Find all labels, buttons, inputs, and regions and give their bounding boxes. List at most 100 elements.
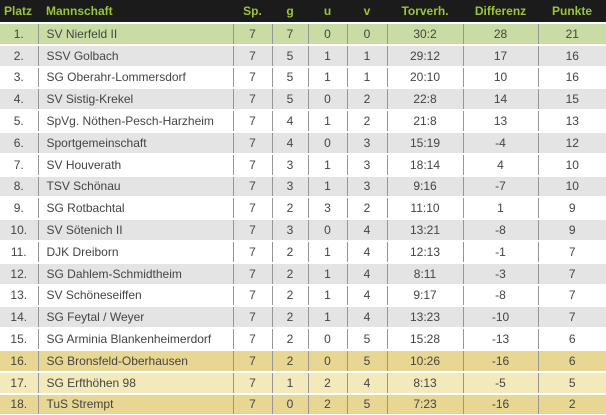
table-row: 8. TSV Schönau 7 3 1 3 9:16 -7 10 <box>0 174 606 198</box>
cell-differenz: -1 <box>463 239 539 263</box>
table-row: 3. SG Oberahr-Lommersdorf 7 5 1 1 20:10 10 16 <box>0 65 606 89</box>
cell-u: 1 <box>308 283 348 307</box>
cell-platz: 10. <box>0 218 39 241</box>
cell-punkte: 5 <box>538 370 606 394</box>
cell-sp: 7 <box>233 261 273 285</box>
cell-v: 3 <box>347 174 388 198</box>
cell-sp: 7 <box>233 130 273 154</box>
cell-platz: 12. <box>0 261 39 285</box>
cell-u: 1 <box>308 239 348 263</box>
cell-differenz: -7 <box>463 174 539 198</box>
cell-mannschaft: Sportgemeinschaft <box>38 130 234 154</box>
cell-platz: 15. <box>0 327 39 350</box>
cell-u: 1 <box>308 109 348 132</box>
cell-v: 3 <box>347 152 388 176</box>
cell-differenz: -10 <box>463 305 539 329</box>
cell-v: 5 <box>347 348 388 372</box>
cell-g: 2 <box>272 196 309 220</box>
cell-punkte: 10 <box>538 174 606 198</box>
cell-differenz: -4 <box>463 130 539 154</box>
cell-u: 2 <box>308 392 348 415</box>
cell-sp: 7 <box>233 65 273 89</box>
column-header-punkte: Punkte <box>538 0 606 23</box>
cell-torverh: 13:23 <box>387 305 464 329</box>
cell-sp: 7 <box>233 87 273 111</box>
cell-differenz: -8 <box>463 283 539 307</box>
cell-sp: 7 <box>233 370 273 394</box>
cell-punkte: 10 <box>538 152 606 176</box>
cell-u: 3 <box>308 196 348 220</box>
table-row: 15. SG Arminia Blankenheimerdorf 7 2 0 5 15:28… <box>0 327 606 350</box>
cell-v: 2 <box>347 109 388 132</box>
cell-u: 0 <box>308 130 348 154</box>
cell-sp: 7 <box>233 109 273 132</box>
cell-g: 2 <box>272 327 309 350</box>
table-row: 6. Sportgemeinschaft 7 4 0 3 15:19 -4 12 <box>0 130 606 154</box>
cell-v: 4 <box>347 305 388 329</box>
cell-torverh: 21:8 <box>387 109 464 132</box>
cell-v: 4 <box>347 239 388 263</box>
table-row: 18. TuS Strempt 7 0 2 5 7:23 -16 2 <box>0 392 606 415</box>
cell-punkte: 16 <box>538 43 606 67</box>
cell-sp: 7 <box>233 43 273 67</box>
cell-g: 1 <box>272 370 309 394</box>
cell-g: 3 <box>272 218 309 241</box>
cell-torverh: 15:28 <box>387 327 464 350</box>
table-row: 9. SG Rotbachtal 7 2 3 2 11:10 1 9 <box>0 196 606 220</box>
cell-u: 0 <box>308 348 348 372</box>
table-row: 1. SV Nierfeld II 7 7 0 0 30:2 28 21 <box>0 22 606 45</box>
cell-u: 1 <box>308 305 348 329</box>
header-row: Platz Mannschaft Sp. g u v Torverh. Diff… <box>0 0 606 23</box>
cell-differenz: 13 <box>463 109 539 132</box>
cell-differenz: -16 <box>463 392 539 415</box>
cell-torverh: 9:16 <box>387 174 464 198</box>
cell-platz: 18. <box>0 392 39 415</box>
cell-g: 2 <box>272 283 309 307</box>
cell-punkte: 9 <box>538 196 606 220</box>
cell-punkte: 7 <box>538 261 606 285</box>
cell-punkte: 6 <box>538 348 606 372</box>
cell-g: 2 <box>272 348 309 372</box>
cell-differenz: 4 <box>463 152 539 176</box>
cell-sp: 7 <box>233 218 273 241</box>
cell-differenz: 14 <box>463 87 539 111</box>
cell-differenz: -13 <box>463 327 539 350</box>
cell-torverh: 15:19 <box>387 130 464 154</box>
cell-v: 1 <box>347 65 388 89</box>
cell-platz: 8. <box>0 174 39 198</box>
cell-platz: 1. <box>0 22 39 45</box>
cell-platz: 11. <box>0 239 39 263</box>
cell-torverh: 12:13 <box>387 239 464 263</box>
table-row: 4. SV Sistig-Krekel 7 5 0 2 22:8 14 15 <box>0 87 606 111</box>
cell-differenz: 17 <box>463 43 539 67</box>
cell-sp: 7 <box>233 327 273 350</box>
cell-platz: 14. <box>0 305 39 329</box>
cell-torverh: 13:21 <box>387 218 464 241</box>
table-row: 13. SV Schöneseiffen 7 2 1 4 9:17 -8 7 <box>0 283 606 307</box>
cell-g: 0 <box>272 392 309 415</box>
table-row: 10. SV Sötenich II 7 3 0 4 13:21 -8 9 <box>0 218 606 241</box>
column-header-differenz: Differenz <box>463 0 538 23</box>
cell-platz: 2. <box>0 43 39 67</box>
cell-torverh: 18:14 <box>387 152 464 176</box>
column-header-verloren: v <box>347 0 387 23</box>
cell-differenz: -8 <box>463 218 539 241</box>
cell-u: 1 <box>308 174 348 198</box>
cell-mannschaft: SG Arminia Blankenheimerdorf <box>38 327 234 350</box>
cell-mannschaft: SG Rotbachtal <box>38 196 234 220</box>
cell-mannschaft: TuS Strempt <box>38 392 234 415</box>
table-body: 1. SV Nierfeld II 7 7 0 0 30:2 28 21 2. SSV Golbac… <box>0 22 606 415</box>
cell-v: 5 <box>347 392 388 415</box>
cell-v: 4 <box>347 370 388 394</box>
cell-platz: 6. <box>0 130 39 154</box>
table-row: 17. SG Erfthöhen 98 7 1 2 4 8:13 -5 5 <box>0 370 606 394</box>
cell-mannschaft: SV Sötenich II <box>38 218 234 241</box>
column-header-gewonnen: g <box>272 0 308 23</box>
cell-sp: 7 <box>233 348 273 372</box>
cell-punkte: 7 <box>538 239 606 263</box>
cell-punkte: 9 <box>538 218 606 241</box>
cell-u: 1 <box>308 152 348 176</box>
cell-sp: 7 <box>233 283 273 307</box>
cell-platz: 17. <box>0 370 39 394</box>
